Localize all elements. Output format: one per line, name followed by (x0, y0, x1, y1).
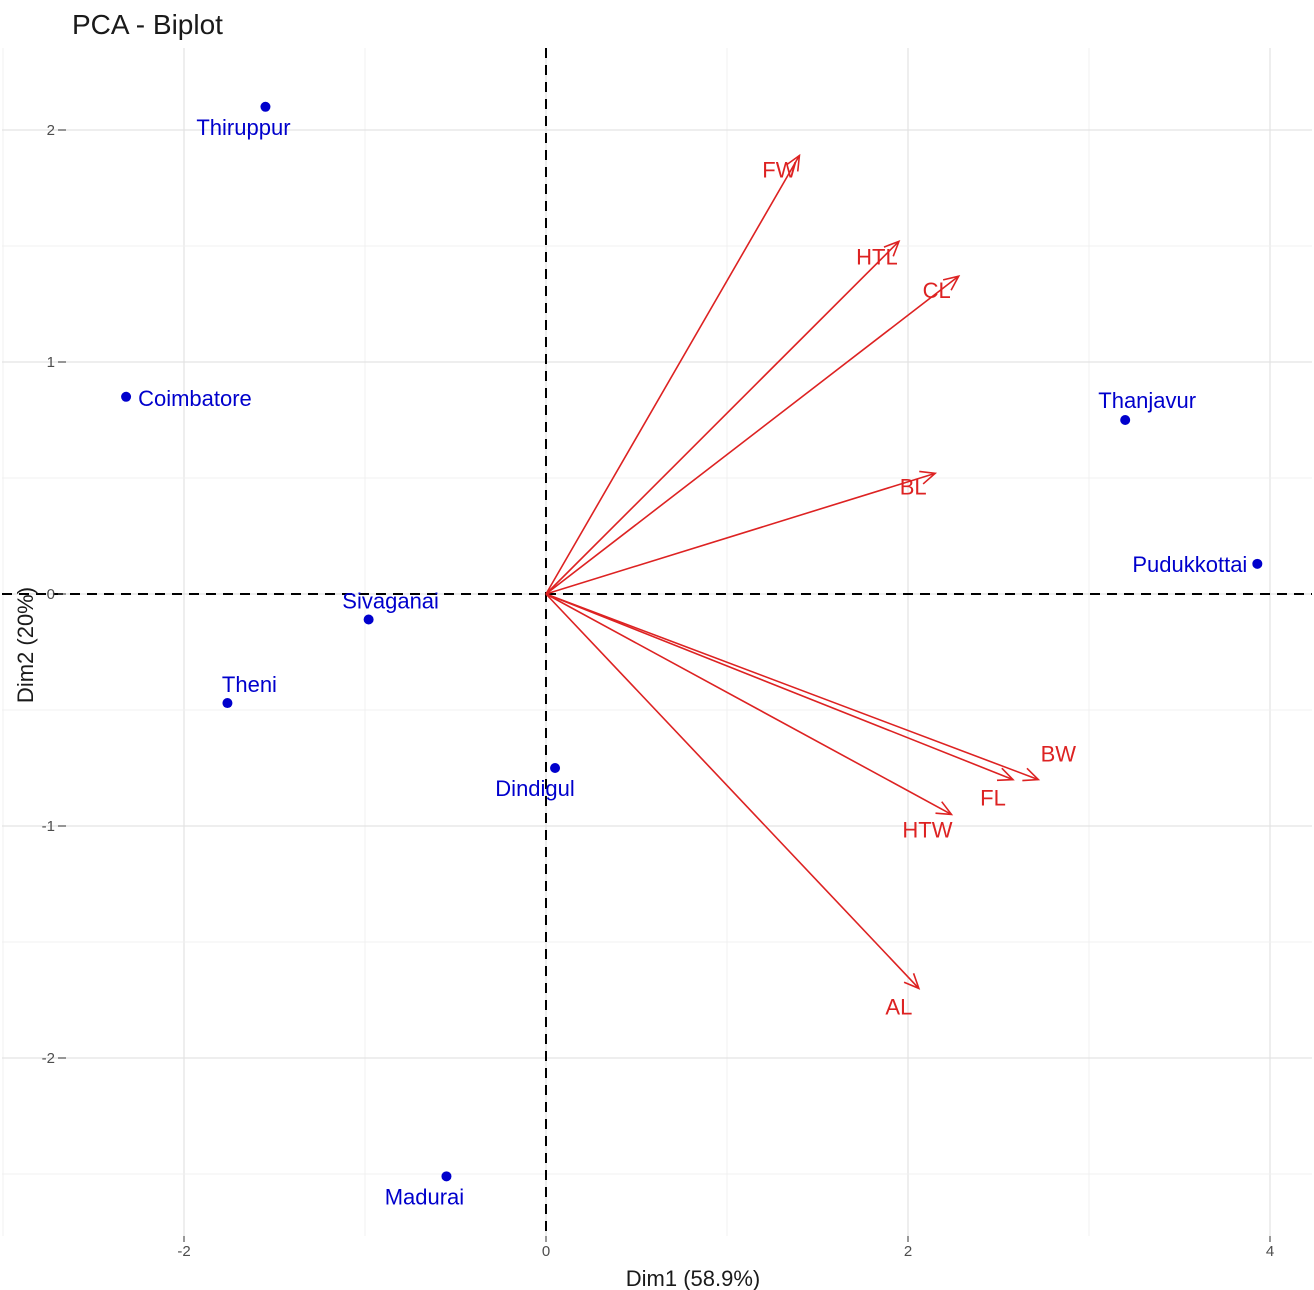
arrowhead-fw (785, 153, 801, 172)
point-label-madurai: Madurai (385, 1184, 464, 1209)
y-axis-title: Dim2 (20%) (13, 587, 38, 703)
y-tick-label: -2 (42, 1050, 55, 1067)
point-madurai (441, 1171, 452, 1182)
variable-arrow-htw (545, 593, 952, 816)
point-label-theni: Theni (222, 672, 277, 697)
variable-label-htl: HTL (856, 244, 898, 269)
point-thiruppur (260, 101, 271, 112)
arrowhead-bl (919, 470, 938, 485)
arrowhead-fl (996, 767, 1015, 782)
point-label-dindigul: Dindigul (495, 776, 575, 801)
variable-label-bl: BL (900, 474, 927, 499)
individual-points: Thiruppur Coimbatore Sivaganai Theni Dindigu… (121, 101, 1263, 1209)
variable-arrow-htl (545, 240, 900, 595)
arrowhead-al (903, 973, 921, 990)
variable-label-fw: FW (762, 158, 796, 183)
variable-arrow-fw (545, 155, 801, 595)
arrowhead-htw (935, 801, 954, 816)
arrowhead-htl (883, 239, 901, 257)
variable-vectors: FW HTL CL BL BW FL HTW AL (545, 153, 1077, 1019)
y-tick-label: 1 (47, 354, 55, 371)
variable-label-cl: CL (923, 278, 951, 303)
point-sivaganai (363, 614, 374, 625)
point-theni (222, 698, 233, 709)
x-tick-label: 0 (542, 1243, 550, 1260)
point-pudukkottai (1252, 558, 1263, 569)
y-tick-label: 0 (47, 586, 55, 603)
y-tick-label: -1 (42, 818, 55, 835)
x-tick-label: 2 (904, 1243, 912, 1260)
zero-lines (2, 48, 1312, 1236)
variable-arrow-bl (545, 472, 936, 595)
point-dindigul (550, 763, 561, 773)
tick-labels: -2 0 2 4 -2 -1 0 1 2 (42, 122, 1275, 1260)
variable-label-al: AL (885, 994, 912, 1019)
point-label-sivaganai: Sivaganai (342, 589, 439, 614)
grid (2, 48, 1312, 1236)
x-tick-label: 4 (1266, 1243, 1274, 1260)
point-label-coimbatore: Coimbatore (138, 386, 252, 411)
point-coimbatore (121, 391, 132, 402)
variable-label-bw: BW (1041, 742, 1077, 767)
chart-title: PCA - Biplot (72, 9, 223, 40)
y-tick-label: 2 (47, 122, 55, 139)
point-thanjavur (1120, 415, 1131, 425)
variable-arrow-fl (545, 593, 1014, 781)
point-label-thanjavur: Thanjavur (1098, 388, 1196, 413)
point-label-thiruppur: Thiruppur (196, 115, 290, 140)
arrowhead-bw (1022, 767, 1041, 782)
point-label-pudukkottai: Pudukkottai (1132, 552, 1247, 577)
variable-arrow-bw (545, 593, 1039, 781)
x-axis-title: Dim1 (58.9%) (626, 1266, 760, 1290)
variable-arrow-cl (545, 275, 960, 595)
x-tick-label: -2 (177, 1243, 190, 1260)
variable-label-fl: FL (980, 786, 1006, 811)
variable-arrow-al (545, 593, 920, 989)
arrowhead-cl (942, 274, 961, 291)
variable-label-htw: HTW (902, 817, 952, 842)
